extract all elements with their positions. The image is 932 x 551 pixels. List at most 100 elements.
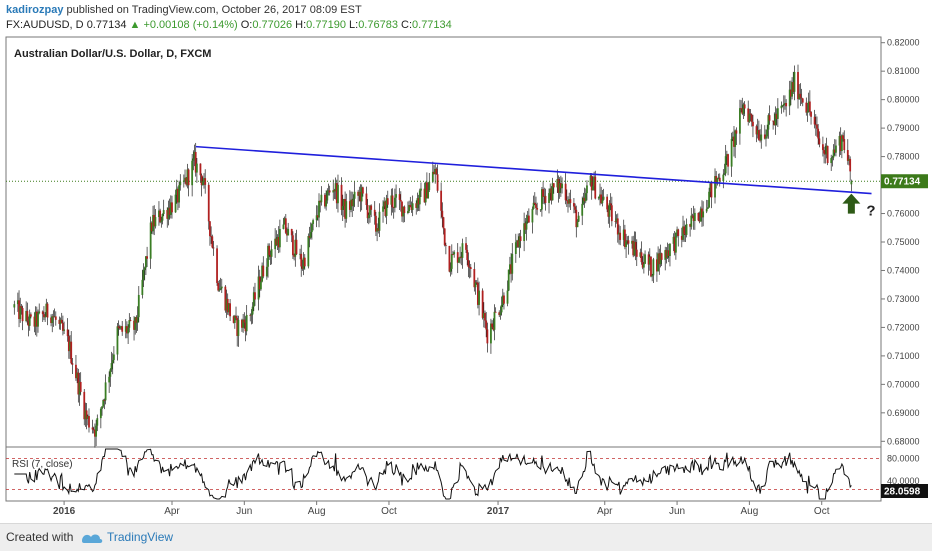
candle-body bbox=[465, 243, 467, 250]
candle-body bbox=[252, 292, 255, 307]
candle-body bbox=[516, 240, 518, 243]
candle-body bbox=[573, 203, 575, 207]
candle-body bbox=[569, 199, 572, 204]
candle-body bbox=[602, 196, 605, 200]
candle-body bbox=[482, 313, 485, 318]
candle-body bbox=[201, 181, 204, 186]
candle-body bbox=[175, 188, 178, 195]
candle-body bbox=[431, 171, 434, 182]
candle-body bbox=[718, 177, 721, 182]
candle-body bbox=[129, 320, 132, 321]
candle-body bbox=[582, 197, 585, 204]
candle-body bbox=[278, 228, 281, 248]
candle-body bbox=[77, 372, 80, 395]
candle-body bbox=[702, 211, 705, 218]
candle-body bbox=[692, 216, 695, 221]
candle-body bbox=[375, 215, 377, 232]
candle-body bbox=[642, 263, 645, 268]
candle-body bbox=[315, 215, 318, 221]
y-tick-label: 0.71000 bbox=[887, 351, 920, 361]
candle-body bbox=[254, 292, 256, 300]
candle-body bbox=[54, 316, 57, 320]
candle-body bbox=[701, 208, 703, 218]
candle-body bbox=[418, 190, 421, 205]
candle-body bbox=[490, 323, 492, 344]
candle-body bbox=[772, 120, 775, 122]
rsi-line bbox=[14, 448, 852, 500]
candle-body bbox=[584, 193, 587, 202]
candle-body bbox=[667, 250, 670, 257]
candle-body bbox=[627, 240, 630, 244]
candle-body bbox=[498, 312, 501, 316]
candle-body bbox=[41, 311, 44, 315]
candle-body bbox=[187, 169, 190, 186]
candle-body bbox=[536, 207, 539, 210]
candle-body bbox=[43, 314, 45, 318]
candle-body bbox=[690, 215, 693, 227]
candle-body bbox=[648, 256, 651, 265]
candle-body bbox=[799, 93, 802, 98]
candle-body bbox=[204, 178, 207, 185]
candle-body bbox=[749, 113, 752, 115]
candle-body bbox=[697, 212, 700, 221]
candle-body bbox=[326, 190, 329, 201]
candle-body bbox=[494, 311, 497, 313]
candle-body bbox=[277, 237, 280, 248]
candle-body bbox=[839, 135, 842, 151]
created-with-text: Created with bbox=[6, 530, 74, 544]
candle-body bbox=[244, 322, 247, 332]
candle-body bbox=[398, 194, 401, 200]
trendline[interactable] bbox=[195, 145, 872, 195]
candle-body bbox=[241, 319, 243, 328]
candle-body bbox=[101, 406, 103, 409]
high-value: 0.77190 bbox=[306, 19, 346, 31]
candle-body bbox=[557, 179, 560, 193]
candle-body bbox=[392, 207, 395, 208]
last-price-badge bbox=[881, 174, 928, 189]
rsi-value-label: 28.0598 bbox=[884, 487, 921, 498]
candle-body bbox=[84, 410, 87, 420]
candle-body bbox=[257, 276, 260, 300]
candle-body bbox=[21, 308, 24, 322]
candle-body bbox=[162, 210, 165, 215]
candle-body bbox=[178, 185, 181, 203]
candle-body bbox=[817, 128, 820, 139]
candle-body bbox=[723, 173, 726, 175]
candle-body bbox=[116, 326, 119, 355]
candle-body bbox=[448, 245, 451, 272]
candle-body bbox=[458, 258, 460, 263]
candle-body bbox=[111, 359, 114, 364]
candle-body bbox=[493, 311, 496, 330]
author-link[interactable]: kadirozpay bbox=[6, 4, 64, 16]
candle-body bbox=[193, 151, 196, 159]
tradingview-link[interactable]: TradingView bbox=[107, 530, 174, 544]
candle-body bbox=[352, 198, 355, 207]
tradingview-logo-icon[interactable] bbox=[80, 529, 104, 545]
x-tick-label: Apr bbox=[597, 506, 613, 517]
candle-body bbox=[225, 298, 228, 311]
y-tick-label: 0.70000 bbox=[887, 379, 920, 389]
candle-body bbox=[590, 175, 593, 191]
candle-body bbox=[344, 199, 346, 219]
candle-body bbox=[294, 239, 297, 257]
candle-body bbox=[224, 286, 227, 311]
candle-body bbox=[160, 220, 163, 223]
candle-body bbox=[776, 108, 779, 119]
candle-body bbox=[424, 182, 427, 203]
candle-body bbox=[805, 102, 808, 113]
candle-body bbox=[45, 303, 48, 317]
chart-title: Australian Dollar/U.S. Dollar, D, FXCM bbox=[14, 48, 211, 60]
candle-body bbox=[399, 199, 402, 202]
candle-body bbox=[27, 320, 30, 326]
candle-body bbox=[261, 265, 263, 282]
candle-body bbox=[37, 313, 39, 327]
y-tick-label: 0.80000 bbox=[887, 95, 920, 105]
candle-body bbox=[85, 410, 88, 419]
price-change: ▲ +0.00108 (+0.14%) bbox=[129, 19, 238, 31]
candle-body bbox=[96, 418, 99, 426]
candle-body bbox=[136, 317, 139, 323]
candle-body bbox=[141, 279, 144, 295]
candle-body bbox=[66, 329, 69, 337]
candle-body bbox=[184, 177, 186, 181]
